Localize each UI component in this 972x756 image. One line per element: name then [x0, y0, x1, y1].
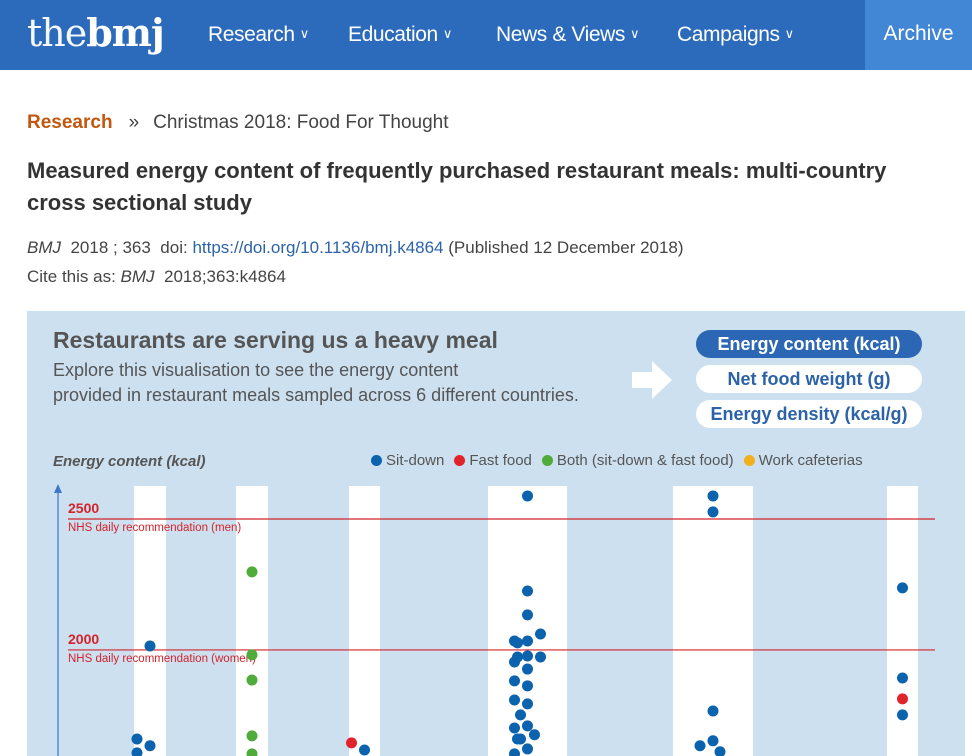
legend-sit-down[interactable]: Sit-down — [371, 452, 444, 469]
panel-description: Explore this visualisation to see the en… — [53, 360, 579, 405]
data-point[interactable] — [512, 733, 523, 745]
column-band-3 — [488, 486, 567, 756]
nav-news-views[interactable]: News & Views ∨ — [496, 23, 640, 46]
dot-icon — [454, 455, 466, 466]
data-point[interactable] — [246, 674, 258, 686]
breadcrumb-research-link[interactable]: Research — [27, 112, 113, 133]
nav-archive[interactable]: Archive — [865, 0, 972, 70]
data-point[interactable] — [522, 650, 533, 662]
data-point[interactable] — [359, 744, 370, 756]
data-point[interactable] — [515, 709, 526, 721]
reference-value-label: 2000 — [68, 631, 99, 647]
nav-campaigns[interactable]: Campaigns ∨ — [677, 23, 795, 46]
data-point[interactable] — [897, 672, 908, 684]
reference-note: NHS daily recommendation (women) — [68, 653, 256, 665]
data-point[interactable] — [512, 637, 523, 649]
chart-legend: Sit-down Fast food Both (sit-down & fast… — [371, 452, 863, 469]
chevron-down-icon: ∨ — [784, 26, 795, 41]
data-point[interactable] — [131, 733, 143, 745]
data-point[interactable] — [897, 709, 908, 721]
data-point[interactable] — [522, 609, 533, 621]
data-point[interactable] — [144, 740, 156, 752]
energy-content-button[interactable]: Energy content (kcal) — [696, 330, 922, 358]
data-point[interactable] — [529, 729, 540, 741]
net-food-weight-button[interactable]: Net food weight (g) — [696, 365, 922, 393]
reference-value-label: 2500 — [68, 500, 99, 516]
energy-density-button[interactable]: Energy density (kcal/g) — [696, 400, 922, 428]
breadcrumb-current[interactable]: Christmas 2018: Food For Thought — [153, 112, 449, 133]
citation-line: BMJ 2018 ; 363 doi: https://doi.org/10.1… — [27, 238, 684, 257]
data-point[interactable] — [522, 698, 533, 710]
nav-research[interactable]: Research ∨ — [208, 23, 310, 46]
data-point[interactable] — [522, 585, 533, 597]
column-band-0 — [134, 486, 166, 756]
data-point[interactable] — [522, 680, 533, 692]
data-point[interactable] — [131, 747, 143, 756]
energy-chart: 2500 NHS daily recommendation (men) 2000 NH… — [54, 484, 935, 756]
column-band-1 — [236, 486, 268, 756]
data-point[interactable] — [535, 628, 546, 640]
data-point[interactable] — [897, 582, 908, 594]
y-axis-arrow-icon — [54, 484, 62, 493]
data-point[interactable] — [707, 490, 719, 502]
data-point[interactable] — [522, 663, 533, 675]
doi-link[interactable]: https://doi.org/10.1136/bmj.k4864 — [192, 238, 444, 257]
y-axis-label: Energy content (kcal) — [53, 453, 206, 470]
data-point[interactable] — [246, 566, 258, 578]
legend-work-cafeterias[interactable]: Work cafeterias — [743, 452, 863, 469]
chevron-down-icon: ∨ — [299, 26, 310, 41]
data-point[interactable] — [522, 743, 533, 755]
panel-heading: Restaurants are serving us a heavy meal — [53, 327, 498, 353]
data-point[interactable] — [535, 651, 546, 663]
dot-icon — [541, 455, 553, 466]
nav-education[interactable]: Education ∨ — [348, 23, 453, 46]
data-point[interactable] — [144, 640, 156, 652]
data-point[interactable] — [346, 737, 357, 749]
data-point[interactable] — [246, 649, 258, 661]
top-navigation-bar: thebmj Research ∨ Education ∨ News & Views… — [0, 0, 972, 70]
data-point[interactable] — [522, 720, 533, 732]
bmj-logo[interactable]: thebmj — [27, 10, 165, 55]
data-point[interactable] — [246, 730, 258, 742]
arrow-right-icon — [632, 361, 672, 399]
data-point[interactable] — [707, 705, 719, 717]
data-point[interactable] — [509, 675, 520, 687]
reference-note: NHS daily recommendation (men) — [68, 522, 241, 534]
article-title: Measured energy content of frequently pu… — [27, 158, 887, 215]
legend-fast-food[interactable]: Fast food — [454, 452, 532, 469]
dot-icon — [371, 455, 382, 466]
legend-both[interactable]: Both (sit-down & fast food) — [541, 452, 734, 469]
chevron-down-icon: ∨ — [630, 26, 640, 41]
data-point[interactable] — [509, 748, 520, 756]
dot-icon — [743, 455, 755, 466]
data-point[interactable] — [707, 735, 719, 747]
data-point[interactable] — [509, 694, 520, 706]
visualisation-panel: Restaurants are serving us a heavy meal … — [27, 311, 965, 756]
data-point[interactable] — [522, 635, 533, 647]
column-band-2 — [349, 486, 380, 756]
data-point[interactable] — [509, 722, 520, 734]
cite-as-line: Cite this as: BMJ 2018;363:k4864 — [27, 267, 286, 286]
data-point[interactable] — [522, 490, 533, 502]
data-point[interactable] — [714, 746, 726, 756]
data-point[interactable] — [512, 651, 523, 663]
breadcrumb: Research» Christmas 2018: Food For Though… — [27, 112, 449, 133]
data-point[interactable] — [707, 506, 719, 518]
data-point[interactable] — [694, 740, 706, 752]
data-point[interactable] — [897, 693, 908, 705]
chevron-down-icon: ∨ — [442, 26, 453, 41]
data-point[interactable] — [246, 748, 258, 756]
